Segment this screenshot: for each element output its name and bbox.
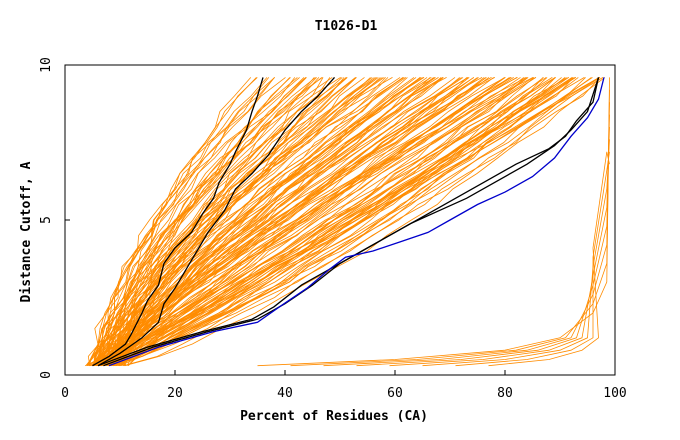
- x-tick-label: 20: [167, 386, 183, 401]
- highlight-lines: [92, 76, 605, 367]
- model-curve: [95, 77, 371, 366]
- model-curve: [104, 77, 579, 367]
- model-curve: [123, 77, 601, 367]
- highlighted-model-curve: [92, 77, 264, 367]
- model-curve: [124, 77, 547, 366]
- model-curve: [488, 151, 610, 367]
- model-curve: [108, 77, 573, 367]
- y-tick-label: 5: [39, 216, 54, 224]
- model-curve: [109, 77, 600, 367]
- model-curve: [115, 77, 593, 367]
- model-curve: [116, 77, 323, 366]
- model-curve: [87, 77, 432, 366]
- model-curve: [422, 139, 610, 367]
- y-tick-label: 10: [39, 57, 54, 73]
- model-curve: [91, 77, 475, 366]
- model-curve: [91, 77, 444, 366]
- x-axis-label: Percent of Residues (CA): [240, 409, 428, 424]
- model-curve: [122, 77, 485, 366]
- model-curve: [100, 77, 428, 366]
- reference-curve: [108, 77, 605, 367]
- model-curve: [99, 77, 333, 366]
- model-curve: [87, 77, 585, 367]
- model-curve: [455, 151, 610, 367]
- y-tick-label: 0: [39, 371, 54, 379]
- model-curve: [93, 77, 357, 366]
- y-axis-ticks: 0 5 10: [39, 57, 70, 379]
- model-curve: [323, 102, 610, 367]
- model-curve: [106, 77, 405, 366]
- model-curve: [87, 77, 300, 366]
- x-tick-label: 40: [277, 386, 293, 401]
- model-lines: [85, 77, 610, 367]
- model-curve: [98, 77, 323, 366]
- x-tick-label: 100: [603, 386, 626, 401]
- x-tick-label: 0: [61, 386, 69, 401]
- x-tick-label: 60: [387, 386, 403, 401]
- model-curve: [128, 77, 514, 366]
- model-curve: [111, 77, 377, 366]
- model-curve: [116, 77, 569, 367]
- model-curve: [389, 126, 610, 367]
- model-curve: [98, 77, 478, 367]
- model-curve: [85, 77, 407, 366]
- x-tick-label: 80: [497, 386, 513, 401]
- model-curve: [100, 77, 574, 367]
- model-curve: [100, 77, 436, 366]
- model-curve: [98, 77, 604, 367]
- model-curve: [116, 77, 469, 366]
- model-curve: [113, 77, 600, 367]
- model-curve: [85, 77, 534, 367]
- model-curve: [110, 77, 464, 366]
- model-curve: [94, 77, 315, 366]
- model-curve: [111, 77, 574, 367]
- model-curve: [104, 77, 535, 367]
- model-curve: [290, 89, 610, 367]
- model-curve: [99, 77, 537, 366]
- model-curve: [85, 77, 385, 366]
- model-curve: [93, 77, 534, 366]
- model-curve: [92, 77, 556, 367]
- model-curve: [100, 77, 377, 366]
- model-curve: [95, 77, 553, 367]
- model-curve: [257, 77, 610, 367]
- highlighted-model-curve: [97, 76, 335, 367]
- y-axis-label: Distance Cutoff, A: [19, 161, 34, 302]
- model-curve: [112, 77, 529, 367]
- x-axis-ticks: 0 20 40 60 80 100: [61, 370, 627, 401]
- model-curve: [95, 77, 592, 367]
- model-curve: [356, 114, 610, 367]
- highlighted-model-curve: [103, 77, 600, 367]
- chart-title: T1026-D1: [315, 19, 378, 34]
- model-curve: [89, 77, 601, 367]
- model-curve: [100, 77, 556, 366]
- model-curve: [93, 77, 577, 367]
